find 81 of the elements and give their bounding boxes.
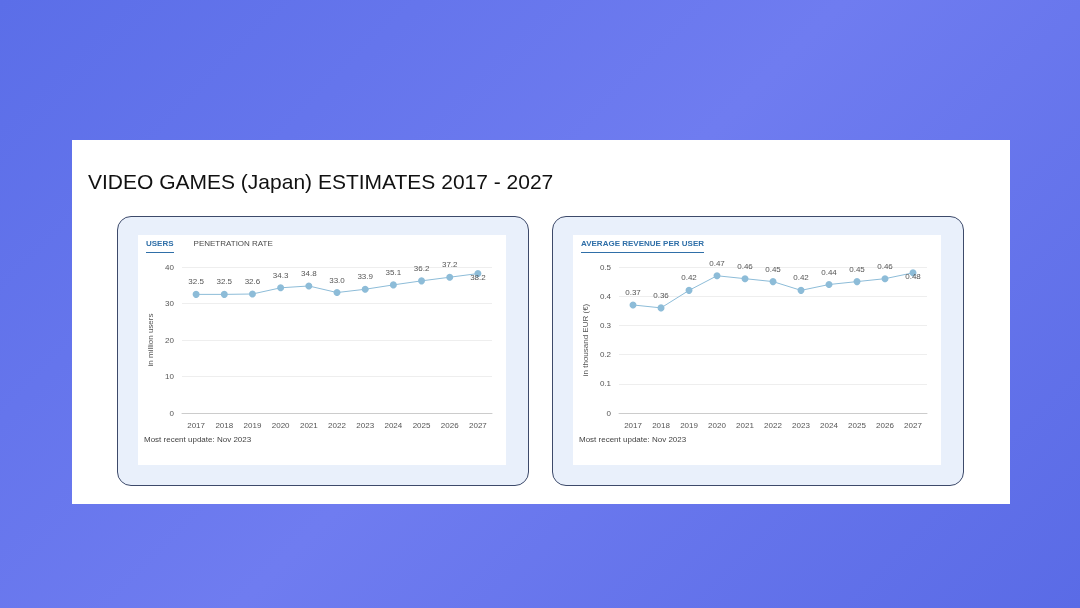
y-tick-label: 0.3	[599, 320, 612, 330]
x-tick-label: 2027	[904, 420, 923, 430]
y-tick-label: 0.5	[599, 262, 612, 272]
y-tick-label: 0.1	[599, 379, 612, 389]
y-tick-label: 40	[165, 262, 175, 272]
chart-title: AVERAGE REVENUE PER USER	[581, 239, 704, 253]
text: PENETRATION RATE	[193, 239, 273, 250]
y-tick-label: 10	[165, 372, 175, 381]
point	[389, 281, 397, 289]
data-label: 34.3	[272, 270, 289, 280]
data-label: 32.5	[216, 277, 233, 287]
data-label: 0.45	[849, 264, 866, 274]
x-tick-label: 2021	[736, 420, 755, 430]
x-tick-label: 2027	[469, 420, 488, 430]
data-label: 0.45	[765, 264, 782, 274]
point	[333, 289, 341, 297]
data-label: 0.42	[793, 273, 810, 283]
point	[797, 286, 805, 294]
data-label: 32.5	[188, 277, 205, 287]
y-axis-title: in thousand EUR (€)	[580, 303, 590, 377]
data-label: 0.47	[709, 258, 726, 268]
x-tick-label: 2026	[440, 420, 460, 430]
x-tick-label: 2020	[708, 420, 727, 430]
text: Most recent update: Nov 2023	[144, 435, 252, 444]
x-tick-label: 2026	[876, 420, 895, 430]
point	[248, 290, 256, 298]
data-label: 33.9	[357, 272, 374, 282]
data-label: 37.2	[441, 260, 459, 270]
chart-title: VIDEO GAMES (Japan) ESTIMATES 2017 - 2027	[88, 170, 554, 194]
y-tick-label: 0.2	[599, 350, 612, 360]
data-label: 38.2	[470, 272, 487, 282]
x-tick-label: 2017	[187, 420, 206, 430]
x-tick-label: 2018	[652, 420, 671, 430]
y-tick-label: 0	[169, 408, 175, 418]
x-tick-label: 2023	[356, 420, 375, 430]
y-tick-label: 0.4	[599, 291, 612, 301]
x-tick-label: 2025	[848, 420, 867, 430]
point	[741, 275, 749, 283]
x-tick-label: 2017	[624, 420, 643, 430]
point	[192, 290, 200, 298]
data-label: 33.0	[329, 275, 346, 285]
x-tick-label: 2022	[764, 420, 783, 430]
x-tick-label: 2024	[820, 420, 839, 430]
data-label: 36.2	[413, 263, 430, 273]
point	[713, 272, 721, 280]
point	[418, 277, 426, 285]
x-tick-label: 2024	[384, 420, 403, 430]
x-tick-label: 2019	[680, 420, 699, 430]
x-tick-label: 2020	[271, 420, 291, 430]
y-axis-title: in million users	[145, 313, 155, 367]
point	[881, 275, 889, 283]
x-tick-label: 2022	[328, 420, 347, 430]
point	[825, 281, 833, 289]
data-label: 0.42	[681, 273, 698, 283]
x-tick-label: 2019	[243, 420, 262, 430]
point	[305, 282, 313, 290]
text: Most recent update: Nov 2023	[579, 435, 687, 444]
point	[220, 290, 228, 298]
point	[685, 286, 693, 294]
data-label: 0.37	[625, 287, 642, 297]
x-tick-label: 2023	[792, 420, 811, 430]
data-label: 34.8	[301, 268, 318, 278]
x-tick-label: 2018	[215, 420, 234, 430]
data-label: 0.46	[737, 261, 754, 271]
data-label: 0.36	[653, 290, 670, 300]
point	[277, 284, 285, 292]
data-label: 0.44	[821, 267, 838, 277]
y-tick-label: 20	[165, 335, 175, 345]
point	[361, 285, 369, 293]
point	[446, 273, 454, 281]
x-tick-label: 2025	[412, 420, 431, 430]
data-label: 32.6	[244, 277, 261, 287]
y-tick-label: 30	[165, 299, 175, 308]
chart-subtitle: USERS	[146, 239, 174, 253]
data-label: 0.46	[877, 261, 894, 271]
data-label: 0.48	[905, 271, 922, 281]
point	[853, 278, 861, 286]
x-tick-label: 2021	[299, 420, 319, 430]
y-tick-label: 0	[606, 408, 612, 418]
data-label: 35.1	[385, 267, 402, 277]
point	[769, 278, 777, 286]
